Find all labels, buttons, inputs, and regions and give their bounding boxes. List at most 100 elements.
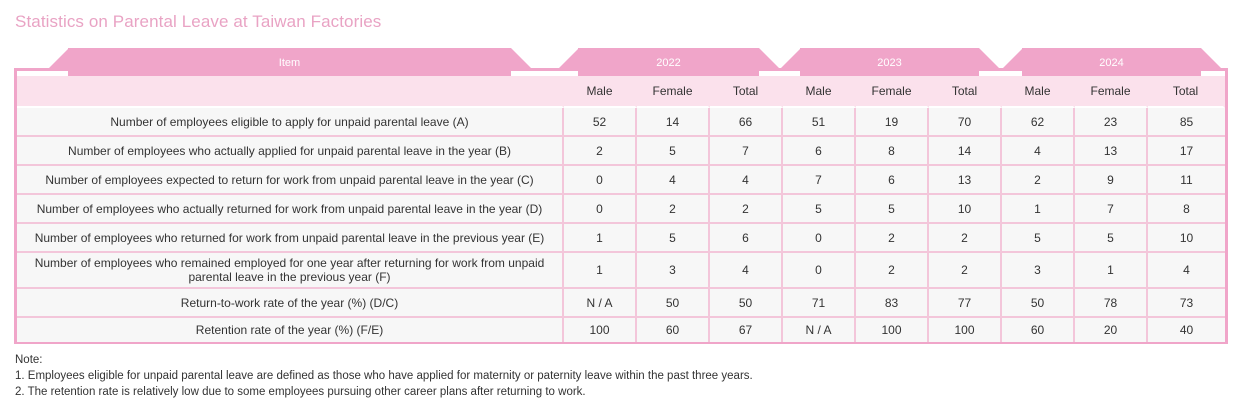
table-cell: 0 [564,166,637,195]
table-cell: 73 [1148,289,1225,318]
tab-wing-right [759,48,781,70]
table-cell: 1 [1002,195,1075,224]
table-cell: 5 [1075,224,1148,253]
table-cell: 100 [564,318,637,342]
row-label: Number of employees who returned for wor… [17,224,564,253]
table-cell: 1 [1075,253,1148,289]
table-cell: 5 [783,195,856,224]
header-year-label: 2024 [1099,57,1124,69]
table-cell: 67 [710,318,783,342]
table-cell: 6 [710,224,783,253]
header-item-label: Item [278,57,301,69]
table-cell: 2 [710,195,783,224]
sub-header-male: Male [783,76,856,108]
table-cell: 2 [929,224,1002,253]
table-cell: 51 [783,108,856,137]
sub-header-female: Female [637,76,710,108]
notes: Note: 1. Employees eligible for unpaid p… [15,352,753,400]
table-cell: 100 [929,318,1002,342]
table-cell: 77 [929,289,1002,318]
table-cell: 10 [929,195,1002,224]
table-cell: 60 [637,318,710,342]
table-cell: 11 [1148,166,1225,195]
table-cell: 2 [637,195,710,224]
table-cell: 5 [1002,224,1075,253]
row-label: Number of employees who actually applied… [17,137,564,166]
table-cell: 8 [1148,195,1225,224]
table-cell: 0 [564,195,637,224]
table-cell: 5 [856,195,929,224]
tab-wing-left [557,48,579,70]
table-cell: 0 [783,224,856,253]
row-label: Number of employees expected to return f… [17,166,564,195]
table-row: Return-to-work rate of the year (%) (D/C… [17,289,1225,318]
table-cell: 4 [710,253,783,289]
note-item: 2. The retention rate is relatively low … [15,386,586,398]
table-cell: 83 [856,289,929,318]
table-row: Number of employees who returned for wor… [17,224,1225,253]
header-year-2023: 2023 [800,48,979,76]
table-cell: 100 [856,318,929,342]
row-label: Number of employees who actually returne… [17,195,564,224]
sub-header-blank [17,76,564,108]
table-cell: 4 [1148,253,1225,289]
table-cell: 1 [564,253,637,289]
sub-header-total: Total [929,76,1002,108]
note-item: 1. Employees eligible for unpaid parenta… [15,370,753,382]
table-cell: 60 [1002,318,1075,342]
table-cell: 70 [929,108,1002,137]
row-label: Return-to-work rate of the year (%) (D/C… [17,289,564,318]
table-cell: 0 [783,253,856,289]
table-cell: 9 [1075,166,1148,195]
tab-wing-right [1201,48,1223,70]
table-cell: 2 [564,137,637,166]
table-cell: 52 [564,108,637,137]
table-row: Number of employees expected to return f… [17,166,1225,195]
table-cell: 23 [1075,108,1148,137]
header-year-label: 2022 [656,57,681,69]
table-cell: 40 [1148,318,1225,342]
table-cell: N / A [564,289,637,318]
table-cell: 2 [856,224,929,253]
table-cell: 50 [637,289,710,318]
table-cell: 19 [856,108,929,137]
table-cell: 14 [637,108,710,137]
table-cell: 13 [1075,137,1148,166]
table-cell: N / A [783,318,856,342]
table-row: Retention rate of the year (%) (F/E) 100 6… [17,318,1225,342]
table-cell: 17 [1148,137,1225,166]
table-cell: 7 [710,137,783,166]
table-row: Number of employees who remained employe… [17,253,1225,289]
table-cell: 2 [929,253,1002,289]
table-cell: 2 [1002,166,1075,195]
table-cell: 14 [929,137,1002,166]
table-cell: 78 [1075,289,1148,318]
notes-heading: Note: [15,354,43,366]
table-cell: 5 [637,137,710,166]
sub-header-female: Female [856,76,929,108]
header-year-label: 2023 [877,57,902,69]
page-title: Statistics on Parental Leave at Taiwan F… [15,12,382,31]
table-cell: 71 [783,289,856,318]
header-item: Item [68,48,511,76]
header-year-2022: 2022 [578,48,759,76]
table-cell: 10 [1148,224,1225,253]
table-cell: 2 [856,253,929,289]
row-label: Number of employees eligible to apply fo… [17,108,564,137]
sub-header-female: Female [1075,76,1148,108]
row-label: Number of employees who remained employe… [17,253,564,289]
table-cell: 6 [783,137,856,166]
table-cell: 85 [1148,108,1225,137]
table-cell: 3 [637,253,710,289]
table-row: Number of employees who actually returne… [17,195,1225,224]
table-cell: 1 [564,224,637,253]
table-cell: 13 [929,166,1002,195]
table-cell: 3 [1002,253,1075,289]
table-cell: 62 [1002,108,1075,137]
table-cell: 7 [783,166,856,195]
table-cell: 7 [1075,195,1148,224]
sub-header-total: Total [710,76,783,108]
tab-wing-right [979,48,1001,70]
table-cell: 4 [710,166,783,195]
table-cell: 20 [1075,318,1148,342]
